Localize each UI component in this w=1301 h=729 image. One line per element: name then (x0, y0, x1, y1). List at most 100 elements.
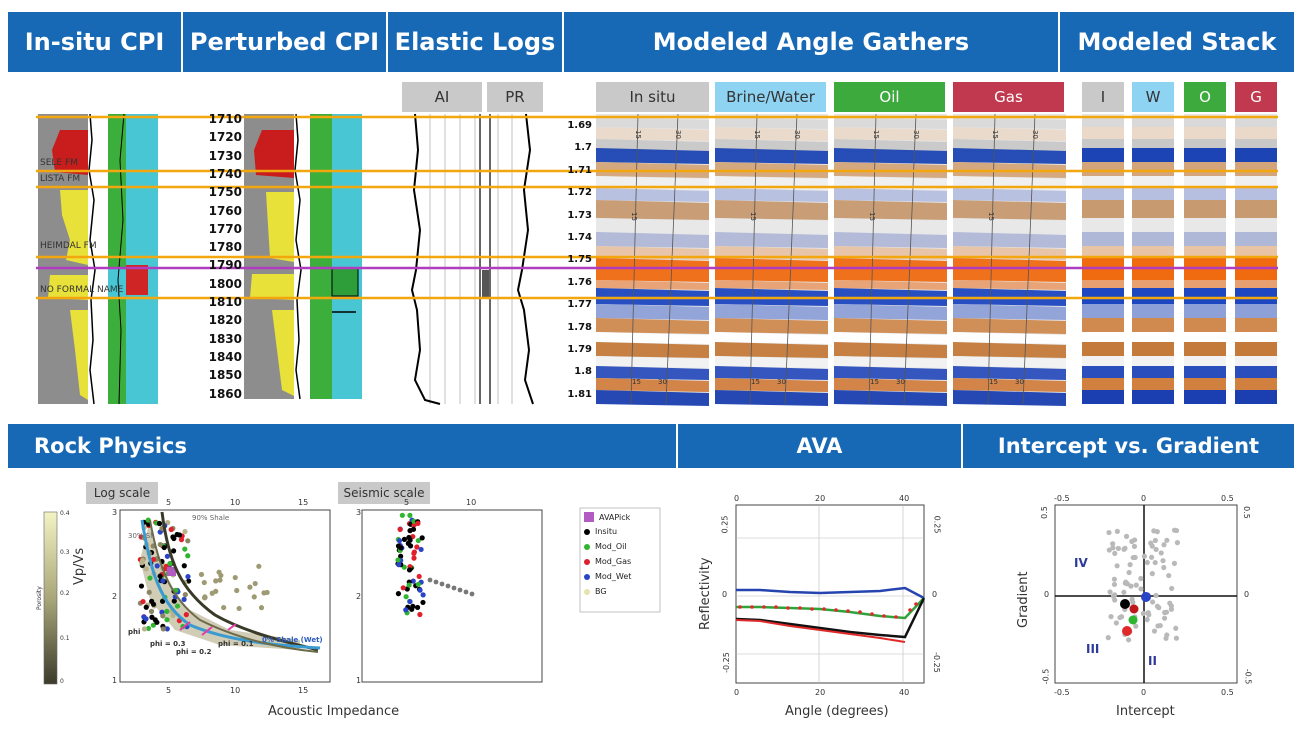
seis-scatter-point (398, 545, 404, 551)
seis-scatter-point (405, 540, 411, 546)
log-scale-tag: Log scale (86, 482, 158, 504)
depth-tick: 1850 (208, 368, 242, 383)
ig-scatter-point (1111, 576, 1118, 582)
seismic-scale-frame (361, 509, 543, 683)
rp-scatter-point (171, 535, 177, 542)
ig-x-tick: -0.5 (1054, 494, 1070, 503)
rp-scatter-point (141, 626, 148, 632)
rp-scatter-point (143, 616, 149, 622)
time-tick: 1.73 (567, 209, 592, 221)
seis-x-tick: 5 (404, 498, 410, 507)
ig-scatter-point (1138, 586, 1144, 592)
ig-xlabel: Intercept (1116, 704, 1175, 719)
seis-scatter-point (411, 555, 417, 561)
seis-scatter-point (419, 535, 425, 541)
ava-oil-point (858, 610, 862, 614)
rp-y-tick: 1 (112, 676, 118, 685)
rp-scatter-point (149, 598, 155, 604)
ig-scatter-point (1155, 623, 1161, 629)
rp-scatter-point (139, 560, 145, 566)
ig-scatter-point (1115, 545, 1121, 552)
rp-scatter-point (167, 560, 173, 567)
time-tick: 1.77 (567, 299, 592, 311)
stack-trace-panel (1184, 114, 1226, 404)
ig-scatter-point (1174, 540, 1180, 546)
seismic-scale-tag: Seismic scale (338, 482, 430, 504)
seismic-scale-scatter (395, 512, 475, 618)
ava-x-tick: 20 (815, 688, 826, 697)
quadrant-iv: IV (1074, 556, 1088, 570)
svg-text:30: 30 (777, 378, 786, 386)
ava-oil-point (894, 615, 898, 619)
rp-annotation: 30% Sh (128, 532, 155, 540)
ig-scatter-point (1121, 589, 1127, 595)
rp-scatter-point (186, 578, 192, 584)
rock-physics-legend (579, 507, 661, 613)
legend-swatch (584, 528, 590, 535)
seis-scatter-point (411, 549, 417, 555)
gather-panels: 15 30 15 15 30 15 30 15 15 30 15 30 15 15 30 15 30 15 15 30 (596, 113, 1066, 406)
svg-text:15: 15 (630, 212, 638, 221)
ig-scatter-point (1148, 554, 1155, 560)
svg-text:30: 30 (793, 130, 801, 139)
time-tick: 1.72 (567, 187, 592, 199)
depth-tick: 1780 (208, 240, 242, 255)
ig-scatter-point (1171, 560, 1178, 566)
tag-ai: AI (402, 82, 482, 112)
depth-tick: 1800 (208, 276, 242, 291)
ig-scatter-point (1129, 538, 1135, 545)
svg-text:15: 15 (634, 130, 642, 139)
ava-x-tick: 40 (899, 688, 910, 697)
rp-xlabel: Acoustic Impedance (268, 704, 400, 719)
legend-swatch (584, 588, 590, 595)
seis-scatter-point (433, 579, 439, 585)
rp-scatter-point (150, 556, 156, 563)
ig-scatter-point (1156, 605, 1162, 611)
rp-annotation: phi (128, 628, 141, 636)
rp-x-tick: 5 (166, 498, 172, 507)
seis-scatter-point (418, 546, 424, 553)
gather-panel: 15 30 15 15 30 (596, 113, 709, 406)
stack-trace-panel (1235, 114, 1277, 404)
ig-scatter-point (1163, 609, 1170, 615)
seis-scatter-point (406, 534, 412, 541)
rp-scatter-point (164, 608, 170, 614)
ig-x-tick: 0 (1141, 494, 1147, 503)
ava-oil-point (762, 605, 766, 609)
ig-point-gas-a (1129, 604, 1139, 614)
ig-point-oil (1128, 615, 1138, 625)
ig-scatter-point (1138, 575, 1144, 582)
ig-scatter-point (1144, 617, 1150, 623)
ig-scatter-point (1169, 585, 1175, 592)
rp-scatter-point (232, 574, 238, 581)
ig-scatter-point (1153, 592, 1159, 599)
svg-text:30: 30 (896, 378, 905, 386)
header-modeled-stack: Modeled Stack (1060, 12, 1294, 72)
stack-tag-gas: G (1235, 82, 1277, 112)
colorbar-tick: 0.4 (60, 510, 70, 517)
ig-scatter-point (1140, 610, 1146, 617)
ava-oil-point (822, 607, 826, 611)
time-tick: 1.8 (574, 366, 592, 378)
ig-scatter-point (1160, 558, 1166, 564)
time-tick: 1.78 (567, 321, 592, 333)
rp-x-tick: 5 (166, 686, 172, 695)
ig-scatter-point (1149, 543, 1155, 549)
rp-x-tick: 10 (230, 498, 241, 507)
ig-scatter-point (1154, 529, 1160, 535)
rp-annotation: 90% Shale (192, 514, 230, 522)
seis-scatter-point (397, 526, 403, 532)
porosity-colorbar (43, 511, 58, 685)
svg-text:15: 15 (632, 378, 641, 386)
quadrant-iii: III (1086, 642, 1100, 656)
depth-tick: 1810 (208, 295, 242, 309)
legend-swatch (584, 573, 590, 580)
seis-scatter-point (401, 536, 408, 542)
ig-scatter-point (1128, 583, 1134, 589)
seis-y-tick: 2 (356, 592, 362, 601)
seis-scatter-point (451, 585, 457, 591)
rp-y-tick: 2 (112, 592, 118, 601)
ig-scatter-point (1151, 628, 1158, 634)
ig-scatter-point (1173, 625, 1179, 631)
legend-label: AVAPick (599, 512, 631, 522)
